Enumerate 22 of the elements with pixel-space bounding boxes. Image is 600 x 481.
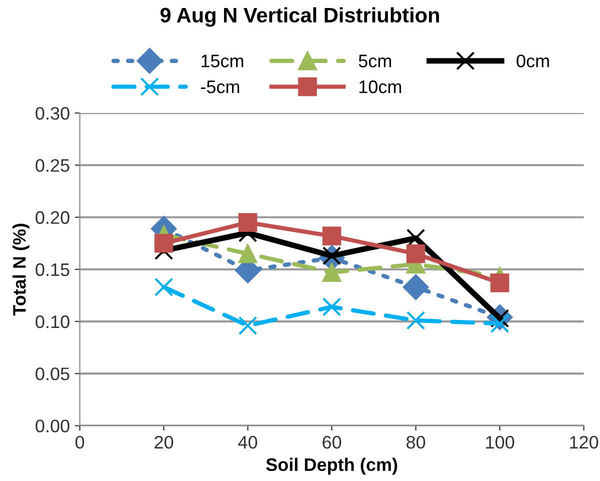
x-tick-label: 120 <box>570 436 598 449</box>
x-tick-label: 40 <box>238 436 258 449</box>
legend-label: -5cm <box>200 80 240 94</box>
y-tick-label: 0.00 <box>36 420 70 432</box>
x-tick-label: 100 <box>486 436 514 449</box>
legend-label: 5cm <box>358 54 391 68</box>
legend-label: 15cm <box>202 54 244 68</box>
y-tick-label: 0.05 <box>36 368 70 380</box>
legend-label: 10cm <box>359 80 402 94</box>
y-tick-label: 0.25 <box>36 159 70 172</box>
chart-title: 9 Aug N Vertical Distriubtion <box>160 7 439 27</box>
x-tick-label: 80 <box>406 436 426 449</box>
legend-label: 0cm <box>516 54 549 68</box>
x-tick-label: 60 <box>322 436 342 449</box>
y-tick-label: 0.20 <box>36 211 70 224</box>
y-tick-label: 0.10 <box>36 315 70 328</box>
y-axis-title: Total N (%) <box>12 224 30 316</box>
x-tick-label: 0 <box>75 436 84 449</box>
y-tick-label: 0.15 <box>36 263 70 276</box>
x-tick-label: 20 <box>154 436 174 449</box>
x-axis-title: Soil Depth (cm) <box>266 458 398 475</box>
y-tick-label: 0.30 <box>36 106 70 120</box>
